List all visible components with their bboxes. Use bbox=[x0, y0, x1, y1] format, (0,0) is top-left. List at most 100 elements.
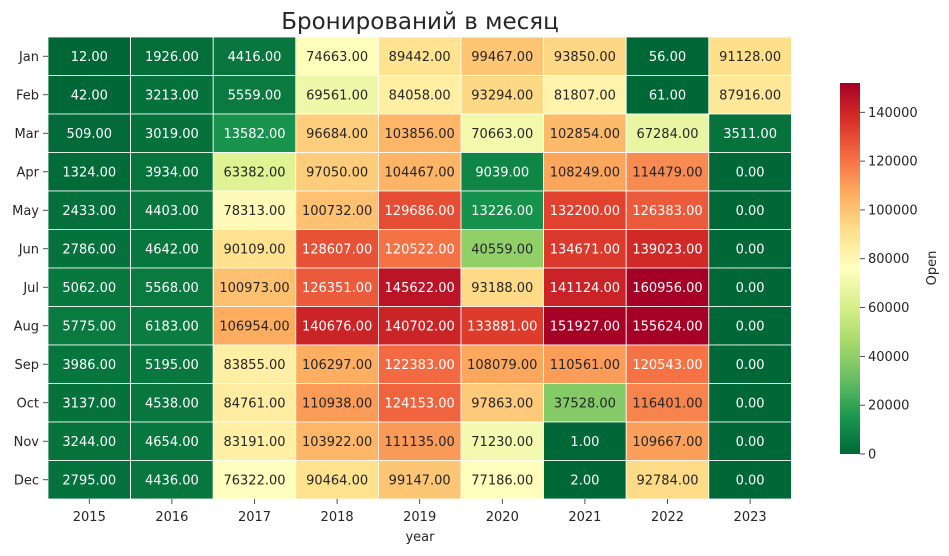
x-tick-label: 2019 bbox=[403, 510, 436, 525]
cell-value-label: 106297.00 bbox=[302, 358, 372, 373]
cell-value-label: 4416.00 bbox=[228, 50, 282, 65]
cell-value-label: 3213.00 bbox=[145, 88, 199, 103]
heatmap-cell bbox=[377, 267, 462, 307]
y-tick-label: Nov bbox=[14, 435, 40, 450]
heatmap-cells bbox=[47, 36, 792, 500]
colorbar: 0 20000 40000 60000 80000 100000 120000 140000 bbox=[840, 83, 918, 463]
heatmap-cell bbox=[377, 75, 462, 115]
cell-value-label: 122383.00 bbox=[385, 358, 455, 373]
cell-value-label: 104467.00 bbox=[385, 165, 455, 180]
heatmap-cell bbox=[377, 229, 462, 269]
cell-value-label: 128607.00 bbox=[302, 242, 372, 257]
cell-value-label: 139023.00 bbox=[632, 242, 702, 257]
x-tick-label: 2017 bbox=[238, 510, 271, 525]
cell-value-label: 74663.00 bbox=[306, 50, 368, 65]
cell-value-label: 126351.00 bbox=[302, 281, 372, 296]
heatmap-cell bbox=[47, 344, 131, 384]
x-tick-label: 2023 bbox=[734, 510, 767, 525]
cell-value-label: 134671.00 bbox=[550, 242, 620, 257]
heatmap-cell bbox=[625, 229, 710, 269]
heatmap-cell bbox=[47, 421, 131, 461]
y-tick-label: Sep bbox=[14, 358, 39, 373]
heatmap-cell bbox=[212, 460, 297, 500]
cell-value-label: 132200.00 bbox=[550, 204, 620, 219]
cell-value-label: 3019.00 bbox=[145, 127, 199, 142]
cell-value-label: 111135.00 bbox=[385, 435, 455, 450]
cell-value-label: 103856.00 bbox=[385, 127, 455, 142]
cell-value-label: 2433.00 bbox=[62, 204, 116, 219]
x-axis: 2015 2016 2017 2018 2019 2020 2021 2022 2023 bbox=[73, 499, 767, 525]
heatmap-cell bbox=[130, 152, 214, 192]
cell-value-label: 116401.00 bbox=[632, 396, 702, 411]
colorbar-tick-label: 0 bbox=[868, 448, 876, 463]
x-tick-label: 2016 bbox=[155, 510, 188, 525]
heatmap-cell bbox=[543, 113, 627, 153]
heatmap-cell bbox=[130, 113, 214, 153]
heatmap-cell bbox=[47, 229, 131, 269]
cell-value-label: 110938.00 bbox=[302, 396, 372, 411]
cell-value-label: 5559.00 bbox=[228, 88, 282, 103]
cell-value-label: 145622.00 bbox=[385, 281, 455, 296]
heatmap-cell bbox=[708, 344, 792, 384]
heatmap-cell bbox=[212, 306, 297, 346]
cell-value-label: 84058.00 bbox=[389, 88, 451, 103]
cell-value-label: 71230.00 bbox=[471, 435, 533, 450]
colorbar-tick-label: 100000 bbox=[868, 203, 918, 218]
x-tick-label: 2015 bbox=[73, 510, 106, 525]
cell-value-label: 96684.00 bbox=[306, 127, 368, 142]
cell-value-label: 110561.00 bbox=[550, 358, 620, 373]
cell-value-label: 120543.00 bbox=[632, 358, 702, 373]
heatmap-cell bbox=[295, 190, 379, 230]
cell-value-label: 140702.00 bbox=[385, 319, 455, 334]
heatmap-cell bbox=[212, 344, 297, 384]
heatmap-cell bbox=[130, 229, 214, 269]
heatmap-cell bbox=[625, 75, 710, 115]
colorbar-gradient bbox=[840, 83, 860, 454]
cell-value-label: 42.00 bbox=[71, 88, 108, 103]
heatmap-cell bbox=[47, 306, 131, 346]
heatmap-cell bbox=[460, 344, 544, 384]
heatmap-cell bbox=[47, 36, 131, 76]
heatmap-cell bbox=[295, 344, 379, 384]
cell-value-label: 91128.00 bbox=[719, 50, 781, 65]
heatmap-cell bbox=[295, 383, 379, 423]
heatmap-cell bbox=[708, 306, 792, 346]
heatmap-cell bbox=[295, 113, 379, 153]
heatmap-cell bbox=[377, 421, 462, 461]
cell-value-label: 87916.00 bbox=[719, 88, 781, 103]
cell-value-label: 70663.00 bbox=[471, 127, 533, 142]
cell-value-label: 2795.00 bbox=[62, 473, 116, 488]
y-tick-label: Aug bbox=[14, 319, 39, 334]
heatmap-cell bbox=[212, 36, 297, 76]
heatmap-cell bbox=[130, 267, 214, 307]
heatmap-cell bbox=[212, 190, 297, 230]
y-axis: Jan Feb Mar Apr May Jun Jul Aug Sep Oct Nov Dec bbox=[12, 50, 48, 488]
cell-value-label: 5568.00 bbox=[145, 281, 199, 296]
heatmap-cell bbox=[47, 460, 131, 500]
cell-value-label: 1324.00 bbox=[62, 165, 116, 180]
colorbar-tick-label: 40000 bbox=[868, 350, 909, 365]
heatmap-cell bbox=[377, 460, 462, 500]
cell-value-label: 13582.00 bbox=[223, 127, 285, 142]
cell-value-label: 100973.00 bbox=[219, 281, 289, 296]
y-tick-label: Oct bbox=[17, 396, 39, 411]
cell-value-label: 151927.00 bbox=[550, 319, 620, 334]
cell-value-label: 77186.00 bbox=[471, 473, 533, 488]
heatmap-cell bbox=[47, 267, 131, 307]
colorbar-tick-label: 20000 bbox=[868, 399, 909, 414]
x-tick-label: 2020 bbox=[486, 510, 519, 525]
heatmap-cell bbox=[295, 421, 379, 461]
cell-value-label: 2786.00 bbox=[62, 242, 116, 257]
heatmap-cell bbox=[212, 229, 297, 269]
cell-value-label: 5775.00 bbox=[62, 319, 116, 334]
y-tick-label: Mar bbox=[14, 127, 39, 142]
colorbar-label: Open bbox=[925, 251, 940, 286]
heatmap-cell bbox=[625, 460, 710, 500]
cell-value-label: 84761.00 bbox=[223, 396, 285, 411]
heatmap-cell bbox=[460, 460, 544, 500]
heatmap-cell bbox=[130, 344, 214, 384]
cell-value-label: 4642.00 bbox=[145, 242, 199, 257]
cell-value-label: 100732.00 bbox=[302, 204, 372, 219]
colorbar-tick-label: 60000 bbox=[868, 301, 909, 316]
